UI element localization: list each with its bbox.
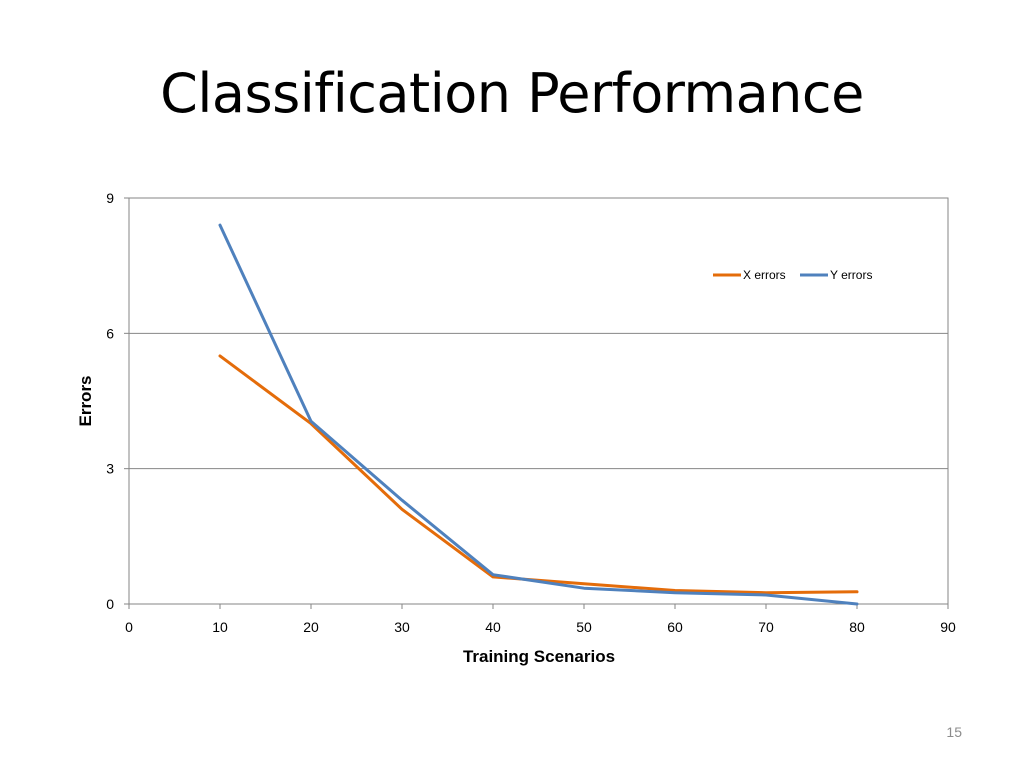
x-tick-label: 60 [667, 619, 683, 635]
y-tick-label: 3 [106, 461, 114, 477]
gridlines [129, 332, 948, 470]
series-line-1 [218, 354, 859, 595]
x-axis-title: Training Scenarios [463, 647, 615, 666]
y-tick-label: 6 [106, 325, 114, 341]
x-tick-label: 50 [576, 619, 592, 635]
x-tick-label: 30 [394, 619, 410, 635]
y-tick-label: 0 [106, 596, 114, 612]
x-tick-label: 90 [940, 619, 956, 635]
y-tick-label: 9 [106, 190, 114, 206]
x-tick-label: 40 [485, 619, 501, 635]
legend-label: Y errors [830, 268, 872, 282]
legend-label: X errors [743, 268, 786, 282]
plot-area [128, 197, 949, 605]
x-tick-label: 10 [212, 619, 228, 635]
slide-number: 15 [946, 724, 962, 740]
series-lines [218, 223, 859, 606]
y-axis-title: Errors [76, 375, 95, 426]
series-line-2 [218, 223, 859, 606]
x-tick-label: 0 [125, 619, 133, 635]
legend: X errors Y errors [713, 268, 872, 282]
x-tick-label: 80 [849, 619, 865, 635]
x-tick-label: 70 [758, 619, 774, 635]
x-tick-label: 20 [303, 619, 319, 635]
slide-title: Classification Performance [160, 62, 864, 125]
